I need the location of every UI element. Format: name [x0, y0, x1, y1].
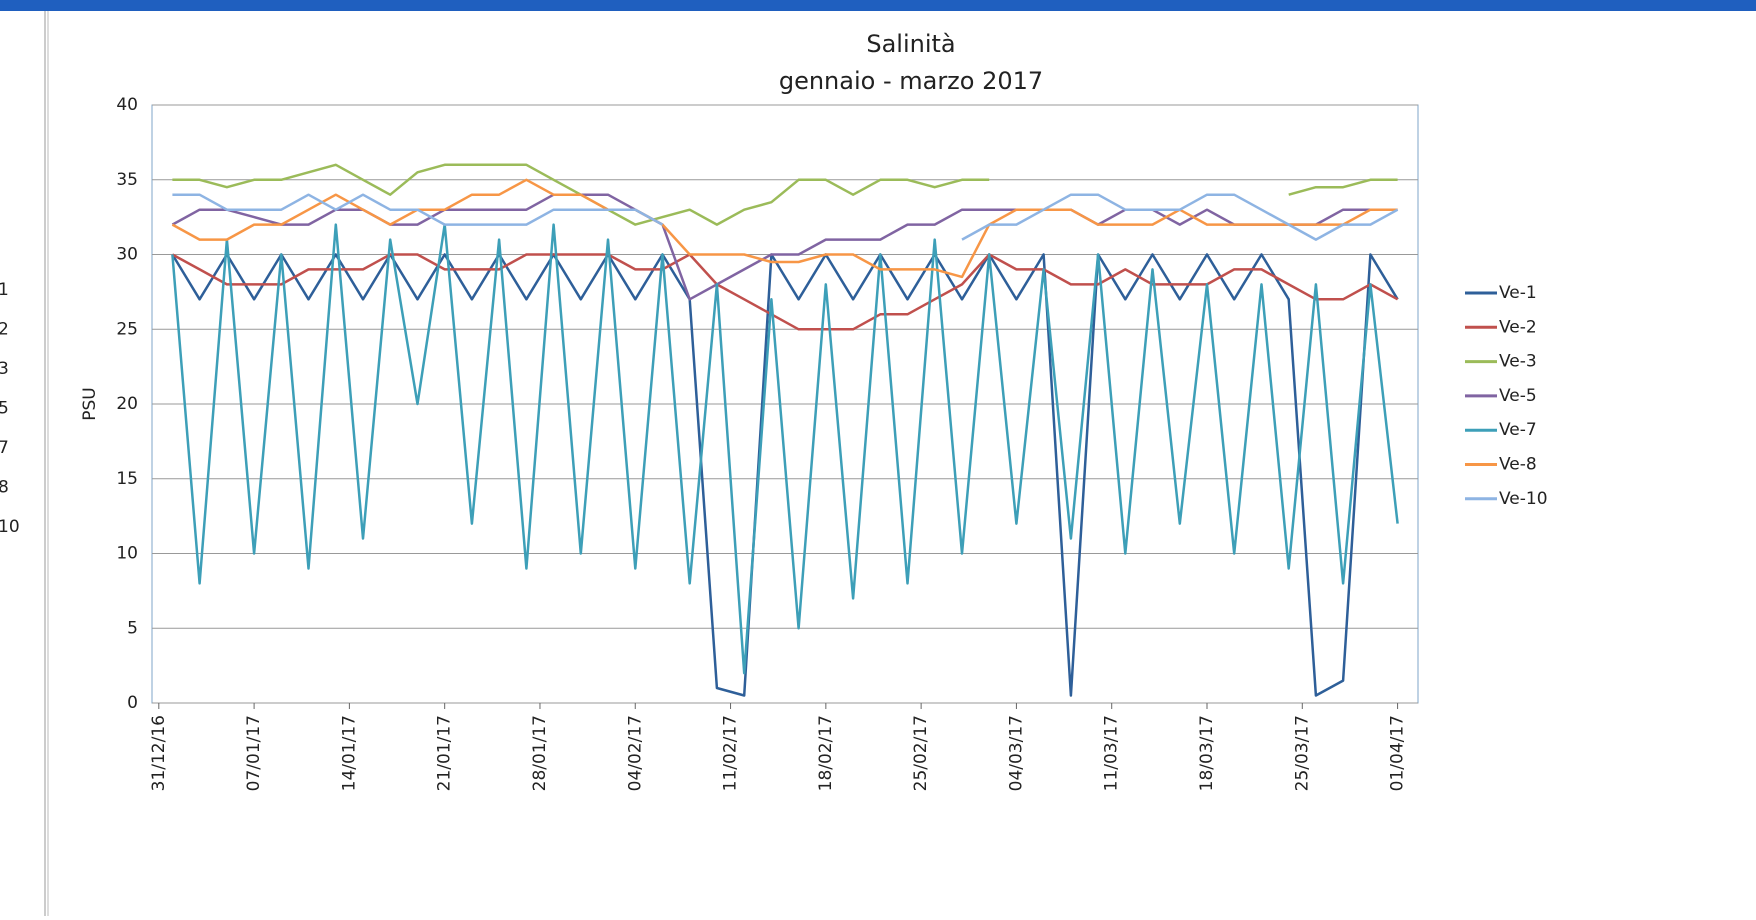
y-tick-label: 20 [116, 394, 138, 414]
legend-label: Ve-7 [1499, 420, 1537, 440]
y-tick-label: 0 [127, 693, 138, 713]
x-tick-label: 18/02/17 [816, 715, 836, 791]
series-line [171, 193, 1398, 301]
panel-label: 2 [0, 320, 9, 340]
x-tick-label: 21/01/17 [435, 715, 455, 791]
x-tick-label: 18/03/17 [1197, 715, 1217, 791]
y-tick-label: 15 [116, 469, 138, 489]
y-tick-label: 40 [116, 95, 138, 115]
y-tick-label: 5 [127, 618, 138, 638]
x-tick-label: 01/04/17 [1388, 715, 1408, 791]
x-tick-label: 11/03/17 [1102, 715, 1122, 791]
x-tick-label: 04/03/17 [1006, 715, 1026, 791]
series-line [172, 193, 1399, 241]
x-tick-label: 04/02/17 [625, 715, 645, 791]
legend-label: Ve-8 [1499, 455, 1537, 475]
series-line [171, 178, 1398, 279]
legend-label: Ve-2 [1499, 317, 1537, 337]
x-tick-label: 14/01/17 [339, 715, 359, 791]
x-tick-label: 11/02/17 [721, 715, 741, 791]
legend-label: Ve-10 [1499, 489, 1548, 509]
chart-title: Salinità [866, 30, 955, 58]
series-line [171, 223, 1399, 675]
panel-label: 3 [0, 359, 9, 379]
top-bar [0, 0, 1756, 11]
y-tick-label: 30 [116, 245, 138, 265]
panel-label: 1 [0, 280, 9, 300]
series-line [171, 253, 1399, 331]
legend-label: Ve-3 [1499, 352, 1537, 372]
legend-label: Ve-1 [1499, 283, 1537, 303]
x-tick-label: 28/01/17 [530, 715, 550, 791]
y-axis-label: PSU [80, 387, 100, 421]
panel-label: 10 [0, 517, 20, 537]
legend-label: Ve-5 [1499, 386, 1537, 406]
chart-subtitle: gennaio - marzo 2017 [779, 67, 1043, 95]
y-tick-label: 10 [116, 544, 138, 564]
panel-label: 8 [0, 478, 9, 498]
x-tick-label: 07/01/17 [244, 715, 264, 791]
panel-label: 7 [0, 438, 9, 458]
y-tick-label: 35 [116, 170, 138, 190]
panel-label: 5 [0, 399, 9, 419]
x-tick-label: 31/12/16 [149, 715, 169, 791]
x-tick-label: 25/02/17 [911, 715, 931, 791]
series-line [171, 253, 1399, 697]
x-tick-label: 25/03/17 [1292, 715, 1312, 791]
y-tick-label: 25 [116, 319, 138, 339]
